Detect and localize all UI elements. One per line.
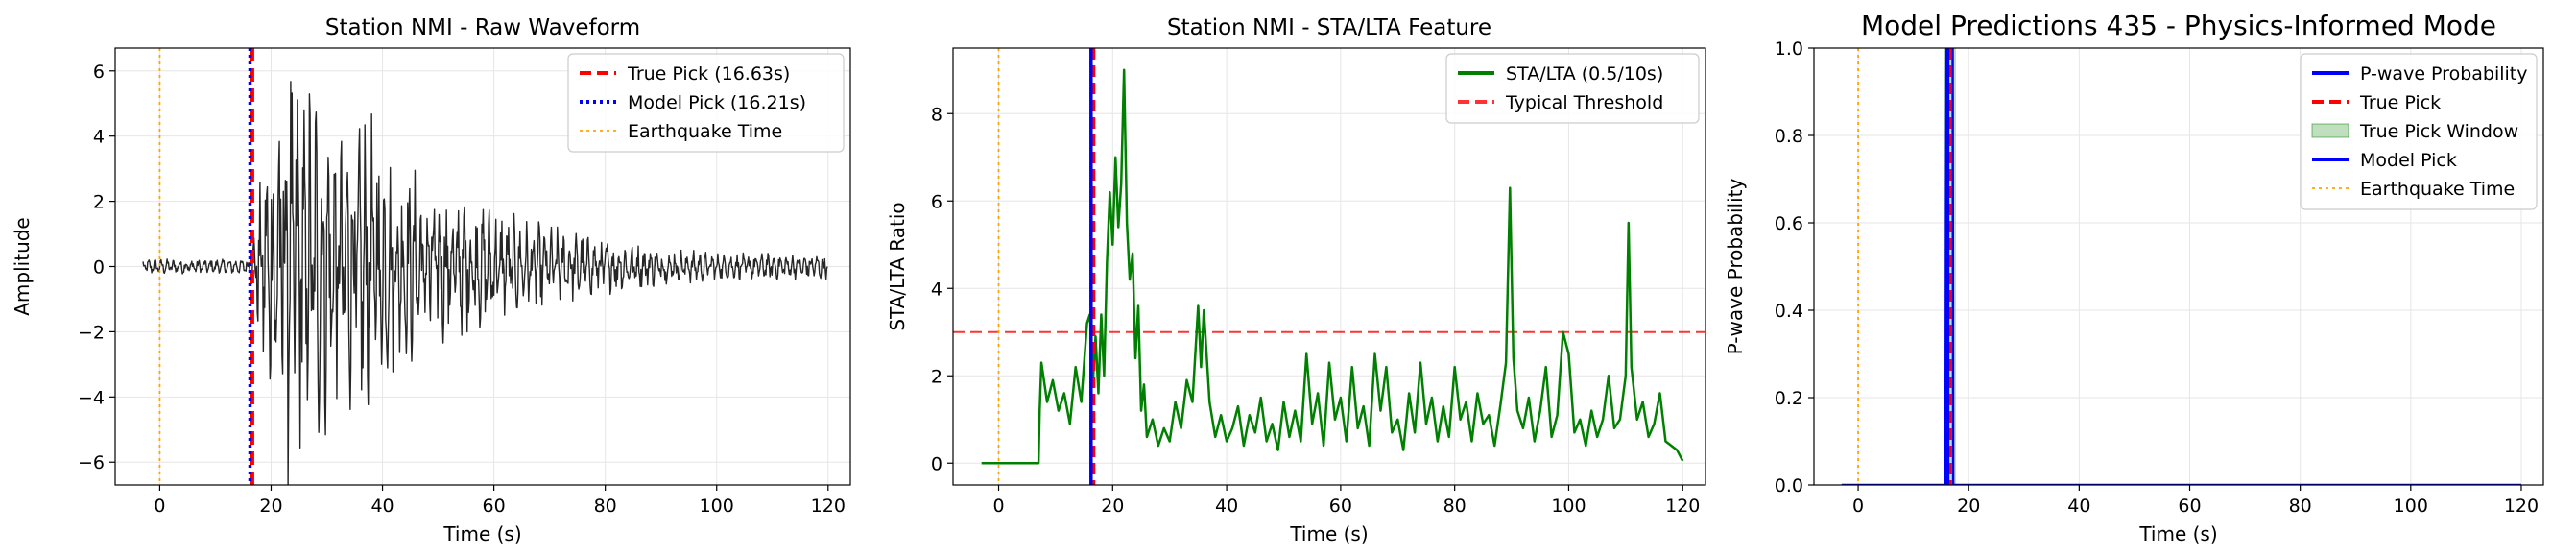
legend-label: Earthquake Time xyxy=(628,121,782,142)
x-tick-label: 20 xyxy=(259,496,282,517)
y-tick-label: 8 xyxy=(931,104,942,125)
y-axis-label: P-wave Probability xyxy=(1724,179,1747,355)
legend-box xyxy=(2300,53,2538,210)
x-tick-label: 80 xyxy=(594,496,617,517)
x-axis-label: Time (s) xyxy=(2138,523,2217,546)
legend-label: Model Pick xyxy=(2360,150,2457,171)
legend-entry: STA/LTA (0.5/10s) xyxy=(1458,63,1663,85)
x-tick-label: 60 xyxy=(1329,496,1352,517)
y-tick-label: −4 xyxy=(78,387,105,408)
legend-entry: Model Pick xyxy=(2312,150,2457,171)
x-tick-label: 40 xyxy=(1215,496,1238,517)
legend-entry: True Pick xyxy=(2312,92,2441,113)
x-tick-label: 120 xyxy=(1665,496,1700,517)
axes-frame xyxy=(952,47,1706,486)
y-tick-label: 0 xyxy=(931,453,942,474)
y-tick-label: 0.4 xyxy=(1775,301,1803,322)
y-tick-label: 0 xyxy=(93,257,105,279)
x-tick-label: 120 xyxy=(2504,496,2539,517)
legend: P-wave Probability True Pick True Pick Win… xyxy=(2300,53,2538,210)
y-tick-label: 2 xyxy=(931,366,942,387)
plot-area xyxy=(142,48,828,485)
legend-label: STA/LTA (0.5/10s) xyxy=(1506,63,1663,85)
y-tick-label: −6 xyxy=(78,452,105,474)
x-tick-label: 40 xyxy=(370,496,394,517)
legend-entry: Typical Threshold xyxy=(1458,92,1663,113)
y-tick-label: 0.0 xyxy=(1775,475,1803,497)
x-tick-label: 80 xyxy=(1443,496,1467,517)
legend-entry: P-wave Probability xyxy=(2312,63,2528,85)
series-line-1 xyxy=(981,68,1684,465)
y-tick-label: 6 xyxy=(93,61,105,83)
x-tick-label: 60 xyxy=(2178,496,2201,517)
x-tick-label: 60 xyxy=(483,496,506,517)
axes-frame xyxy=(1813,47,2544,486)
y-tick-label: 4 xyxy=(931,279,942,300)
plot-area xyxy=(953,48,1705,485)
legend-label: True Pick Window xyxy=(2359,121,2518,142)
legend: True Pick (16.63s) Model Pick (16.21s) Ear… xyxy=(567,53,845,153)
series-line-1 xyxy=(142,81,828,485)
chart-panel-3: 0 20 40 60 80 100 120 0.0 0.2 0.4 0.6 0.8 1.0 Model P… xyxy=(1724,10,2544,546)
x-tick-label: 100 xyxy=(1551,496,1586,517)
x-tick-label: 120 xyxy=(811,496,846,517)
legend-entry: True Pick (16.63s) xyxy=(580,63,790,85)
legend-entry: Model Pick (16.21s) xyxy=(580,92,806,113)
chart-title: Station NMI - STA/LTA Feature xyxy=(1167,15,1491,40)
x-tick-label: 100 xyxy=(700,496,734,517)
x-tick-label: 20 xyxy=(1957,496,1980,517)
chart-title: Station NMI - Raw Waveform xyxy=(325,15,640,40)
y-tick-label: 6 xyxy=(931,191,942,212)
chart-panel-2: 0 20 40 60 80 100 120 0 2 4 6 8 Station NMI - STA/LT… xyxy=(886,15,1706,546)
x-axis-label: Time (s) xyxy=(442,523,521,546)
y-tick-label: 0.2 xyxy=(1775,388,1803,409)
x-tick-label: 80 xyxy=(2289,496,2312,517)
x-tick-label: 100 xyxy=(2394,496,2428,517)
legend-label: True Pick xyxy=(2359,92,2441,113)
legend-label: Earthquake Time xyxy=(2360,179,2515,200)
x-tick-label: 0 xyxy=(154,496,165,517)
y-tick-label: 1.0 xyxy=(1775,38,1803,60)
legend-label: P-wave Probability xyxy=(2360,63,2528,85)
y-axis-label: Amplitude xyxy=(11,217,34,316)
legend-label: True Pick (16.63s) xyxy=(627,63,790,85)
y-tick-label: −2 xyxy=(78,322,105,343)
legend-entry: Earthquake Time xyxy=(580,121,782,142)
chart-panel-1: 0 20 40 60 80 100 120 −6 −4 −2 0 2 4 6 Station NMI - R… xyxy=(11,15,851,546)
y-axis-label: STA/LTA Ratio xyxy=(886,202,909,330)
plot-area xyxy=(1841,48,2521,485)
legend-label: Typical Threshold xyxy=(1505,92,1663,113)
x-tick-label: 20 xyxy=(1101,496,1124,517)
y-tick-label: 0.8 xyxy=(1775,126,1803,147)
x-tick-label: 40 xyxy=(2067,496,2090,517)
legend: STA/LTA (0.5/10s) Typical Threshold xyxy=(1445,53,1700,124)
legend-box xyxy=(1445,53,1700,124)
y-tick-label: 4 xyxy=(93,127,105,148)
legend-swatch xyxy=(2311,123,2349,138)
y-tick-label: 0.6 xyxy=(1775,213,1803,234)
legend-label: Model Pick (16.21s) xyxy=(628,92,806,113)
chart-title: Model Predictions 435 - Physics-Informed… xyxy=(1861,10,2496,41)
legend-entry: True Pick Window xyxy=(2311,121,2518,142)
x-axis-label: Time (s) xyxy=(1289,523,1368,546)
y-tick-label: 2 xyxy=(93,192,105,213)
legend-box xyxy=(567,53,845,153)
x-tick-label: 0 xyxy=(992,496,1004,517)
x-tick-label: 0 xyxy=(1852,496,1864,517)
legend-entry: Earthquake Time xyxy=(2312,179,2515,200)
